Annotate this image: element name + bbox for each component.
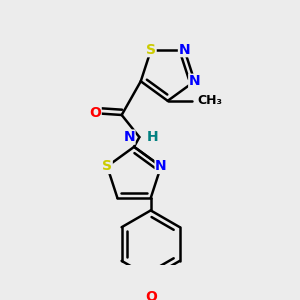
Text: N: N	[178, 43, 190, 57]
Text: N: N	[155, 159, 167, 173]
Text: O: O	[89, 106, 101, 120]
Text: N: N	[123, 130, 135, 144]
Text: S: S	[146, 43, 156, 57]
Text: O: O	[145, 290, 157, 300]
Text: H: H	[146, 130, 158, 144]
Text: CH₃: CH₃	[197, 94, 222, 107]
Text: N: N	[189, 74, 200, 88]
Text: S: S	[102, 159, 112, 173]
